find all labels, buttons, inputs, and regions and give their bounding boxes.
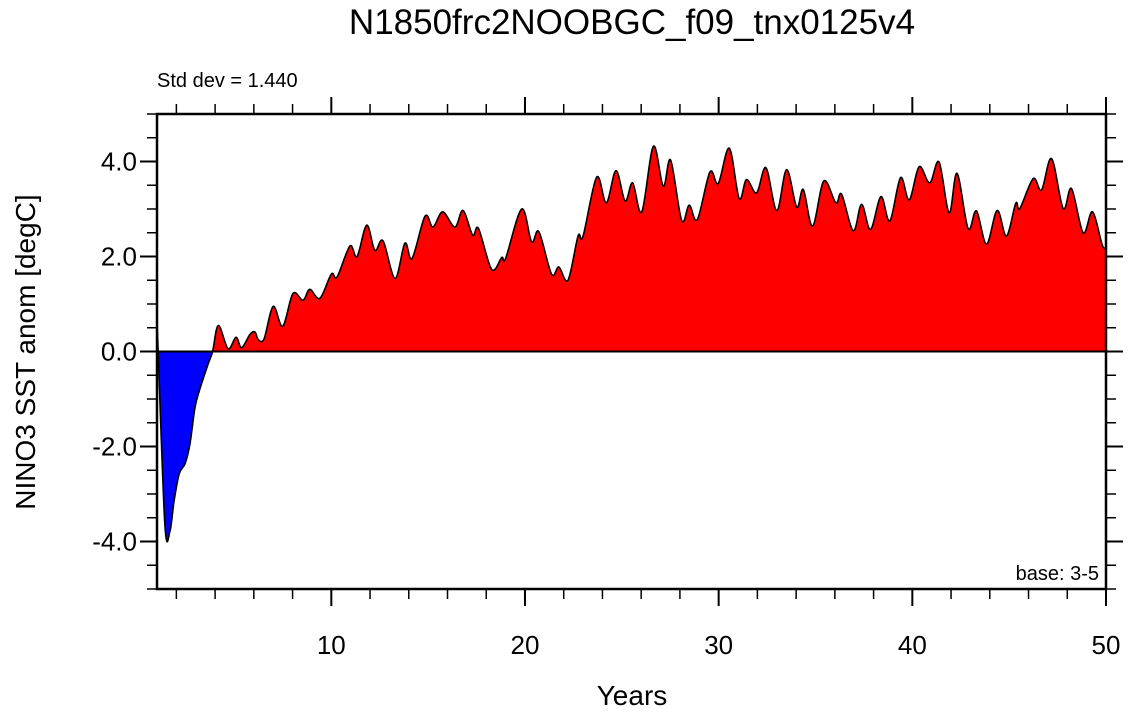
chart-title: N1850frc2NOOBGC_f09_tnx0125v4 bbox=[349, 3, 915, 42]
anomaly-line bbox=[156, 145, 1107, 543]
x-tick-label: 20 bbox=[511, 630, 540, 660]
base-annotation: base: 3-5 bbox=[1016, 563, 1099, 585]
x-tick-label: 50 bbox=[1092, 630, 1121, 660]
x-tick-label: 40 bbox=[898, 630, 927, 660]
y-tick-label: 0.0 bbox=[101, 337, 137, 367]
plot-frame bbox=[155, 112, 1108, 591]
y-tick-labels: -4.0 -2.0 0.0 2.0 4.0 bbox=[92, 147, 137, 557]
y-tick-label: -2.0 bbox=[92, 432, 137, 462]
x-tick-label: 30 bbox=[704, 630, 733, 660]
y-axis-label: NINO3 SST anom [degC] bbox=[10, 194, 41, 509]
std-dev-annotation: Std dev = 1.440 bbox=[157, 70, 298, 92]
y-tick-label: 4.0 bbox=[101, 147, 137, 177]
y-tick-label: -4.0 bbox=[92, 527, 137, 557]
y-tick-label: 2.0 bbox=[101, 242, 137, 272]
x-tick-labels: 10 20 30 40 50 bbox=[317, 630, 1121, 660]
x-axis-label: Years bbox=[597, 680, 668, 711]
positive-anomaly-fill bbox=[157, 146, 1106, 352]
x-tick-label: 10 bbox=[317, 630, 346, 660]
axis-ticks bbox=[140, 97, 1123, 606]
